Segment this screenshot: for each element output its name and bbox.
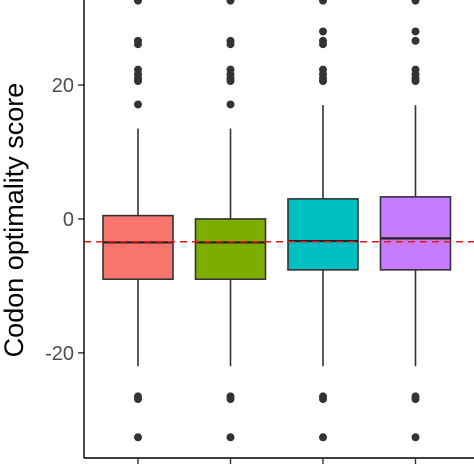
box-group-3 [287,0,359,442]
outlier-point [319,0,327,5]
outlier-point [411,433,420,442]
outlier-point [319,40,327,49]
outlier-point [411,0,420,5]
box [102,214,174,281]
box [194,218,267,281]
outlier-point [226,0,235,5]
plot-area [102,0,452,442]
outlier-point [134,100,142,109]
outlier-point [226,433,235,442]
outlier-point [134,395,142,404]
outlier-point [319,77,327,86]
x-axis-ticks [137,458,417,464]
outlier-point [411,77,420,86]
outlier-point [319,395,327,404]
outlier-point [226,40,235,49]
y-axis-ticks: 20 0 -20 [45,75,84,365]
outlier-point [411,395,420,404]
y-tick-label: 20 [52,75,74,97]
box [379,196,452,271]
box [287,198,359,271]
outlier-point [319,433,327,442]
y-tick-label: 0 [63,209,74,231]
box-group-4 [379,0,452,442]
y-axis-title: Codon optimality score [0,83,29,358]
y-tick-label: -20 [45,343,74,365]
outlier-point [134,77,142,86]
outlier-point [226,100,235,109]
outlier-point [134,40,142,49]
outlier-point [411,27,420,36]
box-group-1 [102,0,174,442]
outlier-point [134,0,142,5]
outlier-point [319,27,327,36]
outlier-point [226,77,235,86]
outlier-point [411,36,420,45]
outlier-point [226,395,235,404]
box-group-2 [194,0,267,442]
outlier-point [134,433,142,442]
